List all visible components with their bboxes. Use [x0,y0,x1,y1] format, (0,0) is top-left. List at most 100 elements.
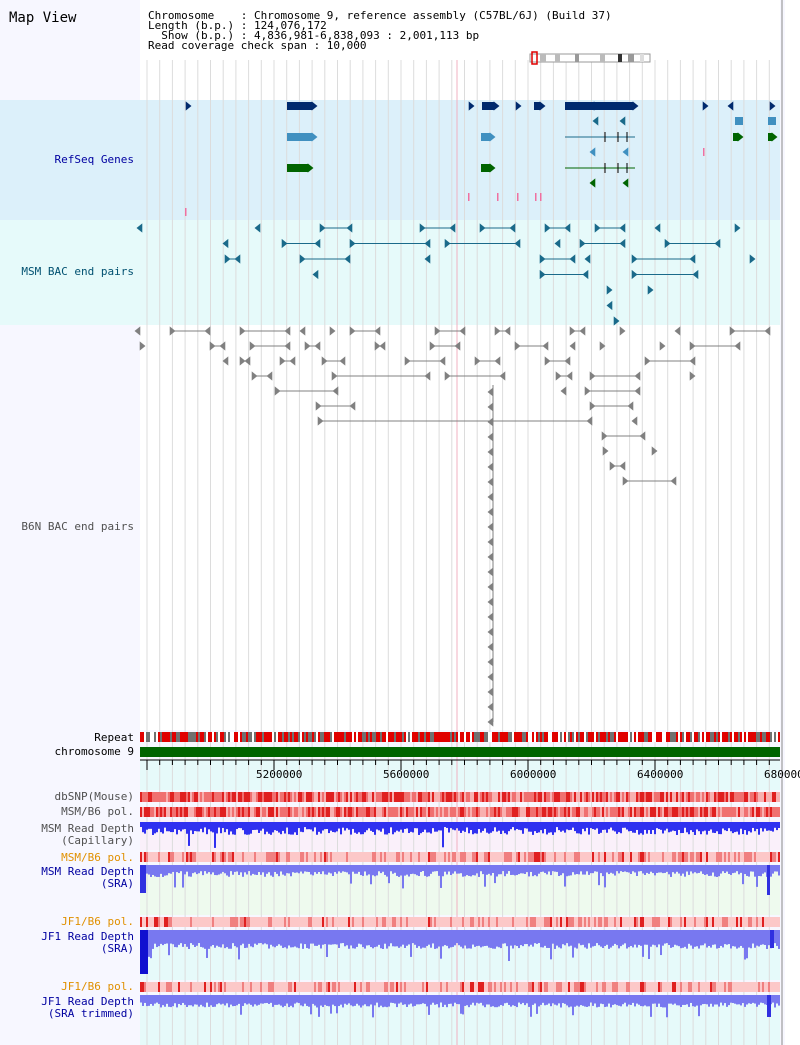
track-label-msm-bac[interactable]: MSM BAC end pairs [21,265,134,278]
depth-bar [302,930,304,949]
polymorphism-cell [346,982,348,992]
bac-end-arrow [622,476,629,486]
polymorphism-cell [176,982,178,992]
depth-bar [510,822,512,830]
track-label-msm-b6-pol-2[interactable]: MSM/B6 pol. [61,851,134,864]
depth-bar [258,822,260,833]
depth-bar [594,930,596,946]
polymorphism-cell [486,982,488,992]
polymorphism-cell [600,807,602,817]
depth-bar [452,995,454,1007]
depth-bar [410,995,412,1004]
polymorphism-cell [700,807,702,817]
polymorphism-cell [214,807,216,817]
depth-bar [580,930,582,946]
polymorphism-cell [348,792,350,802]
polymorphism-cell [148,852,150,862]
depth-bar [450,930,452,948]
polymorphism-cell [378,917,380,927]
track-label-repeat[interactable]: Repeat [94,731,134,744]
bac-end-arrow [494,356,501,366]
depth-bar [430,995,432,1005]
polymorphism-cell [164,852,166,862]
depth-bar [304,930,306,945]
polymorphism-cell [192,792,194,802]
track-label-jf1-b6-pol-1[interactable]: JF1/B6 pol. [61,915,134,928]
depth-bar [186,995,188,1007]
polymorphism-cell [626,792,628,802]
repeat-segment [708,732,710,742]
polymorphism-cell [628,852,630,862]
repeat-segment [636,732,638,742]
polymorphism-cell [702,982,704,992]
polymorphism-cell [310,852,312,862]
polymorphism-cell [756,852,758,862]
depth-bar [680,995,682,1007]
polymorphism-cell [704,792,706,802]
polymorphism-cell [704,982,706,992]
polymorphism-cell [288,792,290,802]
track-label-msm-depth-sra[interactable]: MSM Read Depth (SRA) [41,866,134,890]
polymorphism-cell [664,807,666,817]
depth-bar [184,865,186,875]
depth-bar [172,865,174,872]
track-label-msm-depth-cap[interactable]: MSM Read Depth (Capillary) [41,823,134,847]
polymorphism-cell [188,852,190,862]
depth-bar [674,930,676,945]
polymorphism-cell [510,982,512,992]
repeat-segment [702,732,704,742]
polymorphism-cell [306,982,308,992]
track-label-jf1-depth-sra[interactable]: JF1 Read Depth (SRA) [41,931,134,955]
depth-bar [442,995,444,1007]
polymorphism-cell [544,792,546,802]
polymorphism-cell [148,917,150,927]
polymorphism-cell [144,792,146,802]
polymorphism-cell [502,852,504,862]
repeat-segment [368,732,370,742]
polymorphism-cell [434,982,436,992]
track-label-refseq[interactable]: RefSeq Genes [54,153,134,166]
depth-bar [438,865,440,876]
polymorphism-cell [704,852,706,862]
polymorphism-cell [436,792,438,802]
depth-bar [502,995,504,1006]
depth-bar [148,930,150,957]
depth-bar [180,930,182,944]
track-label-jf1-b6-pol-2[interactable]: JF1/B6 pol. [61,980,134,993]
repeat-segment [296,732,298,742]
repeat-segment [224,732,226,742]
depth-bar [242,865,244,877]
track-label-chromosome[interactable]: chromosome 9 [54,745,134,758]
polymorphism-cell [424,852,426,862]
polymorphism-cell [718,852,720,862]
polymorphism-cell [548,917,550,927]
depth-bar [332,822,334,833]
depth-bar [186,822,188,834]
track-label-msm-b6-pol-1[interactable]: MSM/B6 pol. [61,805,134,818]
track-label-dbsnp[interactable]: dbSNP(Mouse) [54,790,134,803]
depth-bar [684,865,686,877]
polymorphism-cell [586,792,588,802]
polymorphism-cell [582,982,584,992]
repeat-segment [432,732,434,742]
track-label-b6n-bac[interactable]: B6N BAC end pairs [21,520,134,533]
polymorphism-cell [324,852,326,862]
bac-end-arrow [579,238,586,249]
polymorphism-cell [520,917,522,927]
polymorphism-cell [394,807,396,817]
depth-bar [420,822,422,834]
depth-bar [432,930,434,944]
polymorphism-cell [210,917,212,927]
polymorphism-cell [722,852,724,862]
polymorphism-cell [554,852,556,862]
polymorphism-cell [766,852,768,862]
track-label-jf1-depth-trim[interactable]: JF1 Read Depth (SRA trimmed) [41,996,134,1020]
depth-bar [300,822,302,832]
depth-bar [580,865,582,872]
polymorphism-cell [738,807,740,817]
polymorphism-cell [326,917,328,927]
depth-bar [520,930,522,946]
polymorphism-cell [672,792,674,802]
repeat-segment [306,732,308,742]
